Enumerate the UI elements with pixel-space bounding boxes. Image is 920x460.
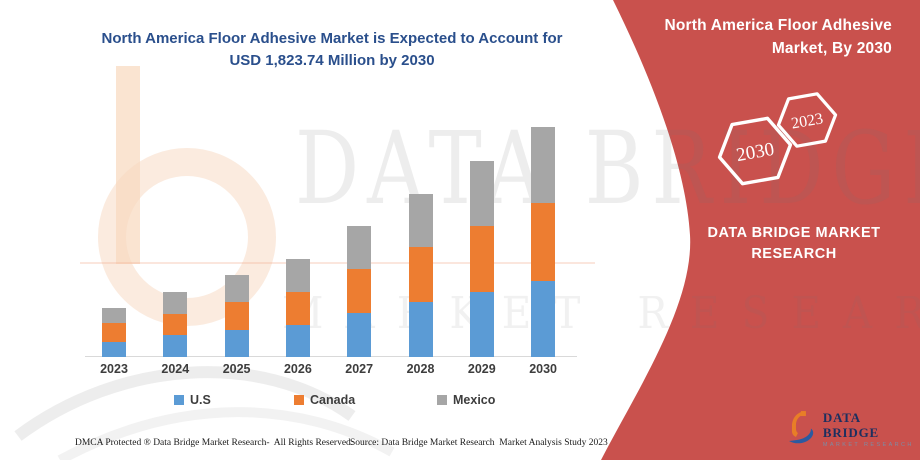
bar-segment-mexico-2029 bbox=[469, 160, 494, 227]
brand-name-line1: DATA BRIDGE MARKET bbox=[707, 225, 881, 241]
bar-segment-us-2030 bbox=[531, 280, 556, 357]
side-panel-shape bbox=[601, 0, 920, 460]
bar-segment-mexico-2025 bbox=[224, 275, 249, 303]
bar-segment-us-2029 bbox=[469, 291, 494, 357]
bar-segment-canada-2030 bbox=[531, 202, 556, 281]
chart-title-line1: North America Floor Adhesive Market is E… bbox=[101, 30, 563, 47]
x-axis-label-2024: 2024 bbox=[161, 362, 190, 376]
x-axis-line bbox=[85, 356, 577, 357]
side-panel-title-line1: North America Floor Adhesive bbox=[664, 17, 892, 34]
bar-segment-mexico-2028 bbox=[408, 194, 433, 248]
x-axis-label-2025: 2025 bbox=[222, 362, 251, 376]
bar-segment-us-2027 bbox=[347, 312, 372, 357]
bar-segment-us-2026 bbox=[285, 325, 310, 357]
bar-segment-mexico-2026 bbox=[285, 259, 310, 293]
bar-segment-us-2025 bbox=[224, 329, 249, 357]
bar-stack-2027 bbox=[347, 226, 372, 357]
x-axis-label-2023: 2023 bbox=[100, 362, 128, 376]
watermark-swirl-icon bbox=[57, 407, 395, 460]
x-axis-label-2029: 2029 bbox=[467, 362, 496, 376]
watermark-accent-line bbox=[80, 262, 595, 264]
bar-segment-us-2024 bbox=[163, 334, 188, 357]
chart-title: North America Floor Adhesive Market is E… bbox=[88, 28, 576, 72]
x-axis-label-2026: 2026 bbox=[283, 362, 312, 376]
logo-title: DATA BRIDGE bbox=[822, 410, 879, 440]
bar-stack-2023 bbox=[102, 308, 126, 357]
watermark-swirl-icon bbox=[14, 366, 356, 441]
bar-stack-2025 bbox=[224, 275, 249, 357]
logo-subtitle: MARKET RESEARCH bbox=[822, 442, 914, 448]
brand-name: DATA BRIDGE MARKET RESEARCH bbox=[678, 223, 910, 265]
bar-segment-us-2028 bbox=[408, 301, 433, 357]
bar-segment-us-2023 bbox=[102, 341, 126, 357]
bar-stack-2029 bbox=[469, 160, 494, 357]
bar-segment-canada-2023 bbox=[102, 323, 126, 342]
bar-segment-canada-2029 bbox=[469, 226, 494, 292]
bar-segment-canada-2025 bbox=[224, 302, 249, 330]
side-panel-title-line2: Market, By 2030 bbox=[771, 40, 892, 57]
bar-stack-2030 bbox=[531, 126, 556, 357]
brand-name-line2: RESEARCH bbox=[751, 246, 837, 262]
bar-segment-canada-2027 bbox=[347, 269, 372, 313]
chart-title-line2: USD 1,823.74 Million by 2030 bbox=[229, 52, 435, 69]
bar-segment-canada-2026 bbox=[285, 292, 310, 326]
x-axis-label-2028: 2028 bbox=[406, 362, 435, 376]
copyright-text: DMCA Protected ® Data Bridge Market Rese… bbox=[75, 438, 354, 448]
x-axis-label-2027: 2027 bbox=[345, 362, 374, 376]
bar-stack-2026 bbox=[285, 259, 310, 357]
bar-segment-mexico-2027 bbox=[347, 226, 372, 270]
bar-segment-canada-2028 bbox=[408, 247, 433, 302]
data-bridge-logo-icon bbox=[788, 411, 814, 444]
x-axis-label-2030: 2030 bbox=[529, 362, 557, 376]
side-panel-title: North America Floor Adhesive Market, By … bbox=[642, 14, 892, 60]
bar-segment-canada-2024 bbox=[163, 313, 188, 335]
source-text: Source: Data Bridge Market Research Mark… bbox=[350, 438, 608, 448]
bar-segment-mexico-2030 bbox=[531, 126, 556, 203]
bar-stack-2028 bbox=[408, 194, 433, 357]
bar-stack-2024 bbox=[163, 292, 188, 357]
bar-segment-mexico-2023 bbox=[102, 308, 126, 324]
bar-segment-mexico-2024 bbox=[163, 292, 188, 314]
data-bridge-logo: DATA BRIDGE MARKET RESEARCH bbox=[788, 410, 920, 448]
